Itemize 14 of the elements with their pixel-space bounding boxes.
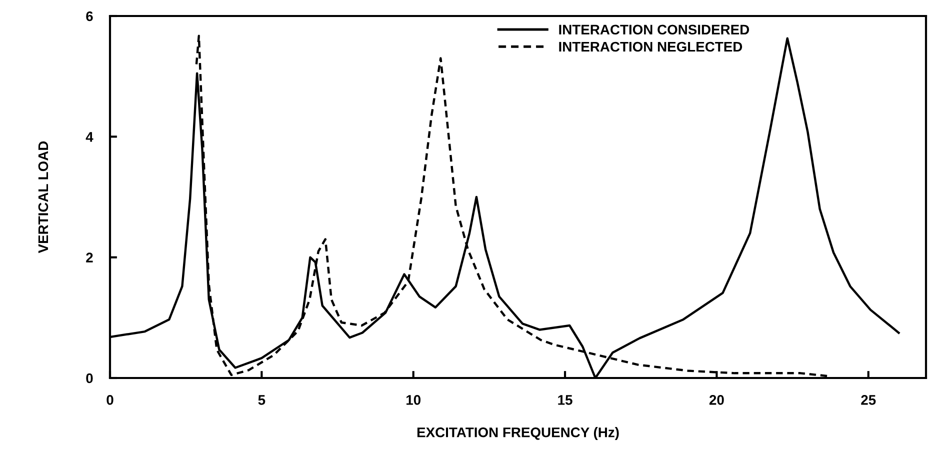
y-tick-label: 6 <box>86 11 93 22</box>
x-tick-label: 0 <box>106 395 114 405</box>
legend-label: INTERACTION CONSIDERED <box>559 24 750 35</box>
y-tick-label: 2 <box>86 252 93 262</box>
x-axis-title: EXCITATION FREQUENCY (Hz) <box>417 427 619 440</box>
y-tick-label: 4 <box>86 132 94 142</box>
x-tick-label: 25 <box>861 395 876 405</box>
legend-label: INTERACTION NEGLECTED <box>559 42 742 52</box>
x-tick-label: 5 <box>258 395 266 405</box>
y-axis-title: VERTICAL LOAD <box>38 141 48 254</box>
x-tick-label: 20 <box>709 395 724 405</box>
x-tick-label: 15 <box>558 395 572 405</box>
y-tick-label: 0 <box>86 373 93 384</box>
x-tick-label: 10 <box>406 395 420 405</box>
